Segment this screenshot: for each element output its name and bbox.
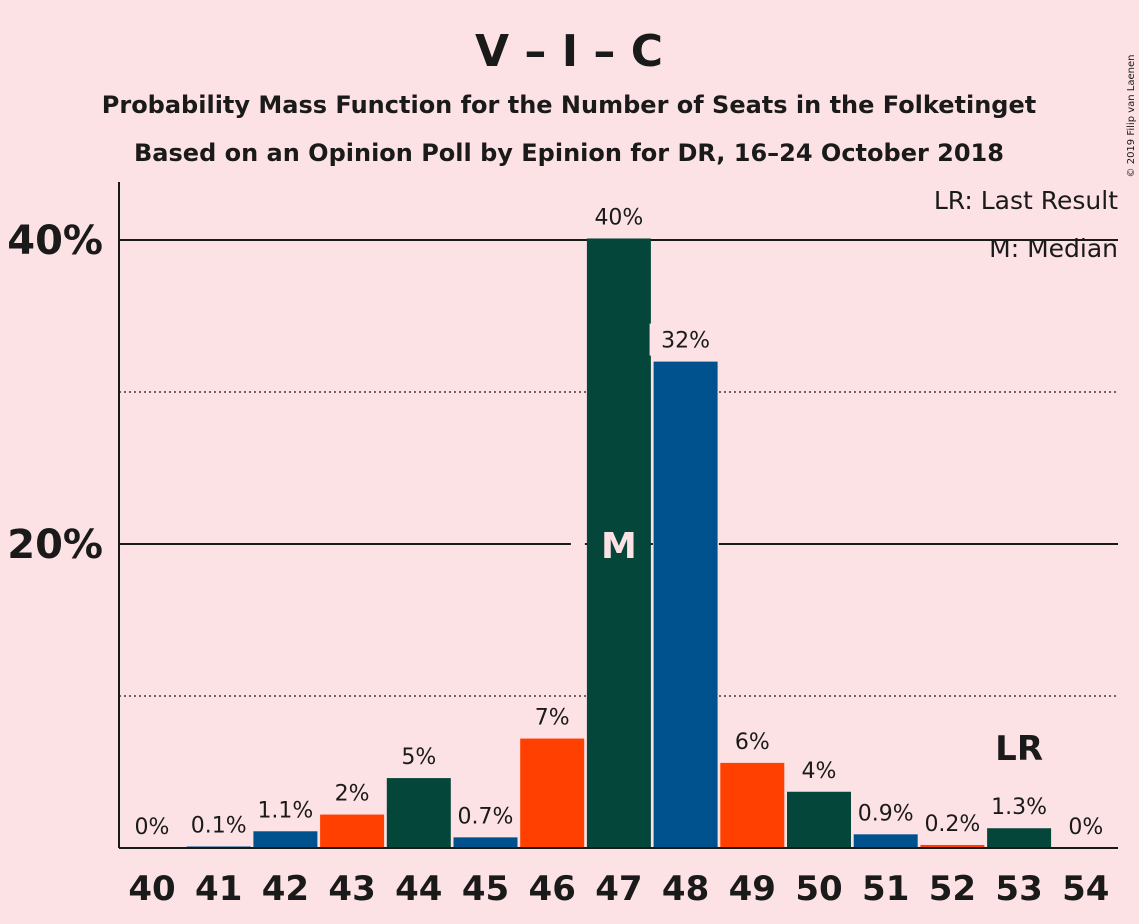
legend-median: M: Median (989, 234, 1118, 263)
bar-49 (720, 762, 785, 848)
value-label-41: 0.1% (191, 813, 247, 838)
value-label-51: 0.9% (858, 801, 914, 826)
x-tick-label-46: 46 (529, 869, 576, 909)
bar-51 (853, 834, 918, 848)
value-label-50: 4% (802, 759, 837, 784)
y-tick-label-40: 40% (7, 218, 103, 264)
x-tick-label-41: 41 (195, 869, 242, 909)
bar-47 (586, 238, 651, 849)
bar-48 (653, 361, 718, 848)
x-tick-label-44: 44 (395, 869, 442, 909)
chart-subtitle-1: Probability Mass Function for the Number… (102, 91, 1036, 119)
x-tick-labels: 40 41 42 43 44 45 46 47 48 49 50 51 52 53 54 (128, 869, 1109, 909)
value-label-54: 0% (1068, 815, 1103, 840)
bars (186, 238, 1052, 849)
x-tick-label-45: 45 (462, 869, 509, 909)
x-tick-label-51: 51 (862, 869, 909, 909)
value-label-44: 5% (401, 745, 436, 770)
median-gridline-gap-left (570, 540, 585, 548)
bar-53 (987, 828, 1052, 848)
value-label-42: 1.1% (257, 798, 313, 823)
y-tick-labels: 20% 40% (7, 218, 103, 568)
x-tick-label-40: 40 (128, 869, 175, 909)
x-tick-label-48: 48 (662, 869, 709, 909)
value-label-46: 7% (535, 706, 570, 731)
chart-subtitle-2: Based on an Opinion Poll by Epinion for … (134, 139, 1004, 167)
bar-44 (386, 778, 451, 848)
value-label-43: 2% (335, 782, 370, 807)
bar-42 (253, 831, 318, 848)
value-label-47: 40% (594, 205, 643, 230)
median-marker: M (601, 526, 637, 567)
copyright-text: © 2019 Filip van Laenen (1126, 55, 1137, 178)
value-label-45: 0.7% (458, 804, 514, 829)
value-label-49: 6% (735, 730, 770, 755)
x-tick-label-52: 52 (929, 869, 976, 909)
x-tick-label-42: 42 (262, 869, 309, 909)
value-label-bg-47 (582, 200, 655, 233)
value-label-53: 1.3% (991, 795, 1047, 820)
value-labels: 0% 0.1% 1.1% 2% 5% 0.7% 7% 40% M 32% 6% 4% 0.9% 0.2% 1… (135, 200, 1103, 840)
chart-title: V – I – C (475, 26, 663, 77)
value-label-bg-48 (649, 323, 722, 356)
x-tick-label-53: 53 (995, 869, 1042, 909)
bar-50 (787, 791, 851, 848)
legend-last-result: LR: Last Result (934, 186, 1118, 215)
x-tick-label-54: 54 (1062, 869, 1109, 909)
last-result-marker: LR (995, 729, 1043, 769)
x-tick-label-47: 47 (595, 869, 642, 909)
x-tick-label-50: 50 (795, 869, 842, 909)
x-tick-label-43: 43 (328, 869, 375, 909)
bar-43 (320, 814, 385, 848)
y-tick-label-20: 20% (7, 522, 103, 568)
bar-52 (920, 844, 985, 848)
value-label-52: 0.2% (924, 812, 980, 837)
value-label-40: 0% (135, 815, 170, 840)
value-label-48: 32% (661, 329, 710, 354)
x-tick-label-49: 49 (729, 869, 776, 909)
bar-45 (453, 837, 518, 848)
bar-46 (520, 738, 585, 848)
